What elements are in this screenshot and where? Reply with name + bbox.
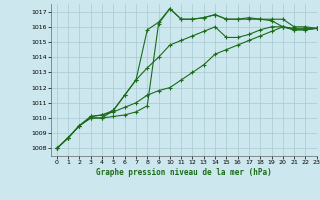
- X-axis label: Graphe pression niveau de la mer (hPa): Graphe pression niveau de la mer (hPa): [96, 168, 272, 177]
